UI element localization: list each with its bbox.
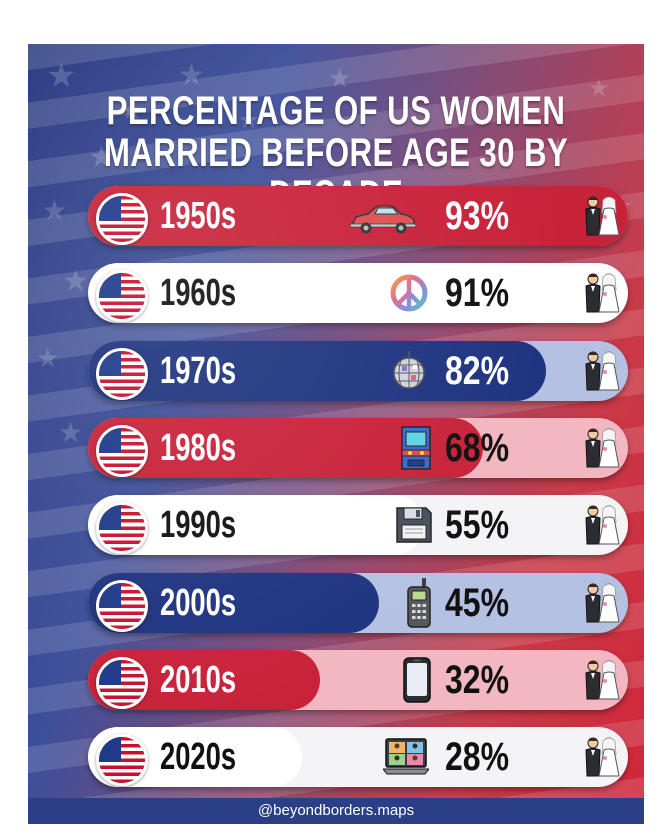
background-star-icon: ★ (42, 194, 68, 227)
footer-bar: @beyondborders.maps (28, 798, 644, 824)
percentage-value-label: 28% (445, 735, 510, 780)
decade-label: 2010s (160, 658, 237, 701)
percentage-value-label: 68% (445, 425, 510, 470)
car-icon (348, 198, 418, 243)
decade-label: 2020s (160, 736, 237, 779)
decade-label: 2000s (160, 581, 237, 624)
decade-row: 2020s 28% (88, 727, 628, 788)
decade-label: 1980s (160, 426, 237, 469)
decade-row: 1970s 82% (88, 340, 628, 401)
background-star-icon: ★ (88, 140, 115, 175)
decade-row: 1960s 91% (88, 263, 628, 324)
floppy-disk-icon (394, 505, 434, 550)
background-star-icon: ★ (178, 58, 205, 93)
background-star-icon: ★ (58, 416, 84, 449)
wedding-couple-icon (581, 736, 621, 778)
peace-sign-icon (389, 273, 429, 318)
decade-label: 1970s (160, 349, 237, 392)
us-flag-icon (96, 734, 148, 787)
us-flag-icon (96, 502, 148, 555)
background-star-icon: ★ (588, 74, 610, 102)
percentage-value-label: 45% (445, 580, 510, 625)
wedding-couple-icon (581, 350, 621, 392)
title-line-1: PERCENTAGE OF US WOMEN (106, 89, 566, 133)
smartphone-icon (402, 656, 432, 709)
percentage-bar (88, 495, 424, 556)
wedding-couple-icon (581, 659, 621, 701)
wedding-couple-icon (581, 195, 621, 237)
background-star-icon: ★ (328, 64, 352, 94)
disco-ball-icon (389, 350, 429, 396)
us-flag-icon (96, 579, 148, 632)
wedding-couple-icon (581, 272, 621, 314)
us-flag-icon (96, 270, 148, 323)
percentage-bar (88, 572, 379, 633)
wedding-couple-icon (581, 504, 621, 546)
decade-label: 1950s (160, 195, 237, 237)
source-handle: @beyondborders.maps (257, 802, 415, 819)
percentage-bar (88, 649, 320, 710)
percentage-value-label: 55% (445, 503, 510, 548)
us-flag-icon (96, 424, 148, 477)
percentage-bar (88, 340, 546, 401)
background-star-icon: ★ (36, 344, 60, 374)
percentage-bar (88, 186, 628, 246)
decade-label: 1960s (160, 272, 237, 315)
brick-phone-icon (405, 577, 433, 633)
title-line-2: MARRIED BEFORE AGE 30 BY DECADE (103, 131, 569, 217)
percentage-value-label: 32% (445, 657, 510, 702)
video-call-icon (381, 737, 431, 782)
background-star-icon: ★ (120, 96, 144, 126)
us-flag-icon (96, 347, 148, 400)
background-star-icon: ★ (46, 56, 77, 96)
decade-row: 2010s 32% (88, 649, 628, 710)
infographic-poster: ★ ★ ★ ★ ★ ★ ★ ★ ★ ★ ★ ★ ★ PERCENTAGE OF US WOMEN MAR… (28, 44, 644, 824)
decade-row: 1950s 93% (88, 186, 628, 246)
wedding-couple-icon (581, 582, 621, 624)
decade-row: 1980s 68% (88, 417, 628, 478)
percentage-value-label: 93% (445, 194, 510, 238)
decade-row: 2000s 45% (88, 572, 628, 633)
percentage-bar (88, 417, 483, 478)
background-star-icon: ★ (548, 134, 568, 159)
percentage-bar (88, 727, 302, 788)
wedding-couple-icon (581, 427, 621, 469)
us-flag-icon (96, 193, 148, 245)
decade-row: 1990s 55% (88, 495, 628, 556)
percentage-value-label: 82% (445, 348, 510, 393)
percentage-value-label: 91% (445, 271, 510, 316)
background-star-icon: ★ (238, 106, 260, 134)
decade-label: 1990s (160, 504, 237, 547)
percentage-bar (88, 263, 628, 324)
arcade-cabinet-icon (398, 425, 434, 476)
background-star-icon: ★ (613, 194, 633, 219)
chart-title: PERCENTAGE OF US WOMEN MARRIED BEFORE AG… (96, 90, 576, 216)
background-star-icon: ★ (62, 264, 89, 299)
us-flag-icon (96, 656, 148, 709)
